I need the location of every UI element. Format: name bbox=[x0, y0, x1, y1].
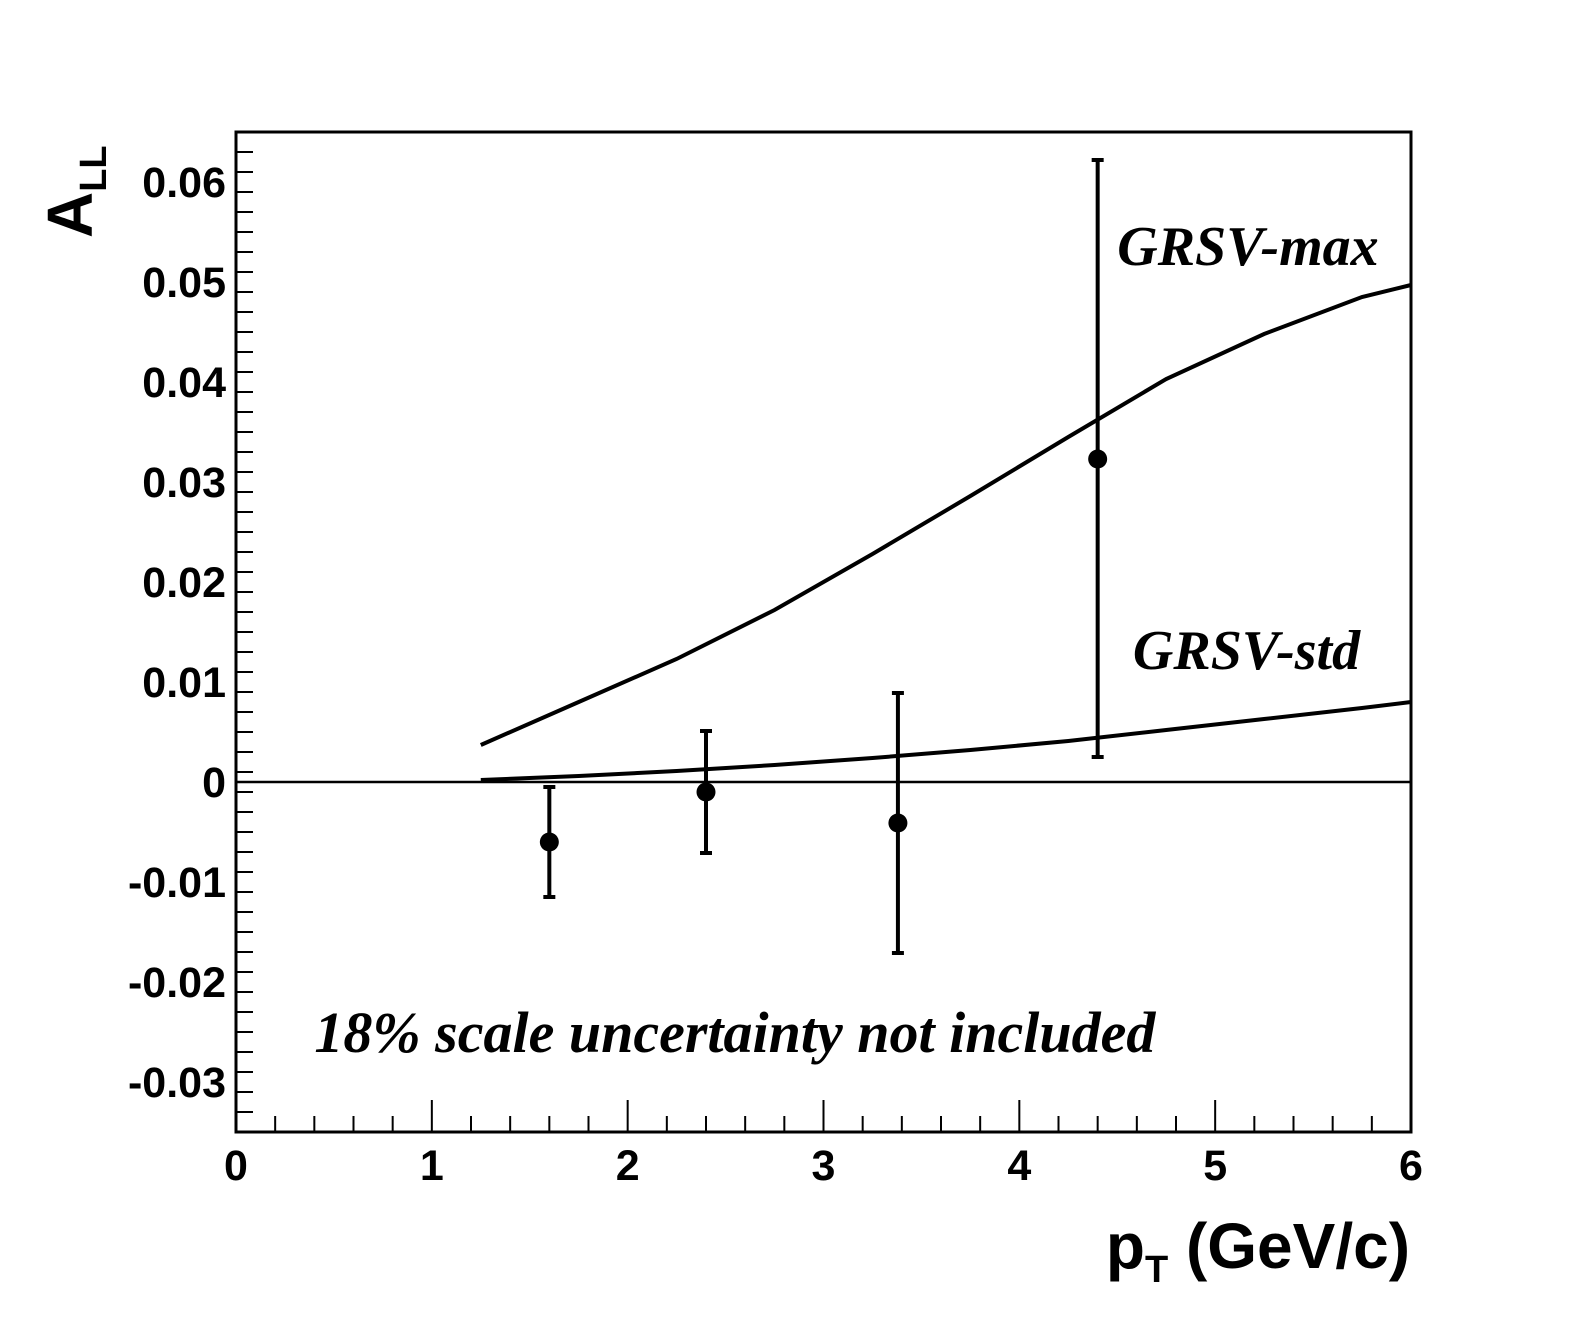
y-tick-label: -0.02 bbox=[128, 959, 226, 1007]
y-tick-label: 0.02 bbox=[142, 559, 226, 607]
x-tick-label: 0 bbox=[224, 1142, 248, 1190]
x-axis-title-main: p bbox=[1106, 1210, 1145, 1282]
x-tick-label: 2 bbox=[616, 1142, 640, 1190]
x-axis-title: pT (GeV/c) bbox=[1106, 1210, 1410, 1291]
points-group bbox=[539, 158, 1108, 955]
annotation-grsv-max: GRSV-max bbox=[1117, 216, 1378, 278]
x-axis-title-rest: (GeV/c) bbox=[1168, 1210, 1410, 1282]
data-point bbox=[539, 832, 559, 852]
ticks-group bbox=[235, 131, 1412, 1133]
data-point bbox=[1088, 449, 1108, 469]
y-axis-title: ALL bbox=[34, 145, 115, 238]
y-tick-label: 0 bbox=[202, 759, 226, 807]
labels-group: 0 1 2 3 4 5 6 -0.03 -0.02 -0.01 0 0.01 0.02 0.03 0.04 0… bbox=[128, 159, 1423, 1190]
y-tick-label: 0.04 bbox=[142, 359, 226, 407]
y-tick-label: -0.03 bbox=[128, 1059, 226, 1107]
annotation-18-scale-uncertainty-not-included: 18% scale uncertainty not included bbox=[314, 1000, 1156, 1065]
x-tick-label: 5 bbox=[1203, 1142, 1227, 1190]
y-tick-label: 0.01 bbox=[142, 659, 226, 707]
annotation-grsv-std: GRSV-std bbox=[1133, 620, 1361, 682]
data-point bbox=[696, 782, 716, 802]
x-tick-label: 1 bbox=[420, 1142, 444, 1190]
y-tick-label: -0.01 bbox=[128, 859, 226, 907]
data-point bbox=[888, 813, 908, 833]
x-tick-label: 4 bbox=[1007, 1142, 1031, 1190]
y-axis-title-sub: LL bbox=[73, 145, 115, 191]
x-tick-label: 3 bbox=[812, 1142, 836, 1190]
y-tick-label: 0.03 bbox=[142, 459, 226, 507]
y-axis-title-main: A bbox=[34, 192, 106, 238]
x-tick-label: 6 bbox=[1399, 1142, 1423, 1190]
x-axis-title-sub: T bbox=[1145, 1249, 1168, 1291]
curve-grsv-std bbox=[480, 700, 1412, 782]
y-tick-label: 0.06 bbox=[142, 159, 226, 207]
curve-grsv-max bbox=[479, 283, 1412, 747]
y-tick-label: 0.05 bbox=[142, 259, 226, 307]
curves-group bbox=[479, 283, 1412, 782]
